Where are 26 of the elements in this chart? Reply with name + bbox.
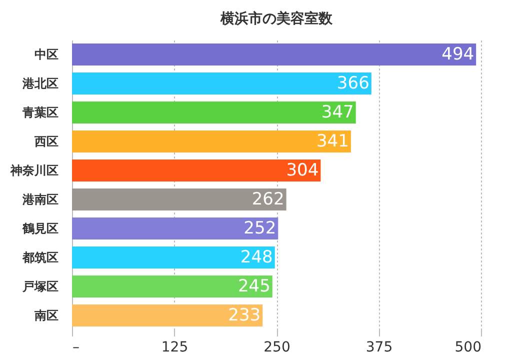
chart-title: 横浜市の美容室数 [220,10,334,27]
y-tick-label: 青葉区 [22,106,58,120]
data-label: 248 [240,248,273,268]
x-tick-label: 125 [161,340,188,356]
data-label: 341 [316,132,349,152]
data-label: 252 [244,218,276,238]
y-tick-label: 港南区 [22,192,58,206]
x-tick-label: 500 [454,340,482,356]
x-tick-label: – [72,340,80,356]
y-tick-label: 港北区 [22,76,58,90]
y-tick-label: 西区 [34,134,58,148]
data-label: 233 [228,306,261,326]
x-tick-label: 375 [366,340,393,356]
data-label: 262 [252,190,284,210]
data-label: 245 [238,276,270,296]
y-tick-label: 都筑区 [22,250,58,264]
y-tick-label: 神奈川区 [10,164,58,178]
data-label: 304 [286,160,319,180]
y-tick-label: 鶴見区 [22,222,58,236]
data-label: 366 [336,74,370,94]
x-tick-label: 250 [264,340,290,356]
data-label: 347 [321,102,354,122]
y-tick-label: 中区 [34,48,58,62]
y-tick-label: 戸塚区 [22,280,58,294]
y-tick-label: 南区 [34,308,58,322]
data-label: 494 [442,44,474,64]
